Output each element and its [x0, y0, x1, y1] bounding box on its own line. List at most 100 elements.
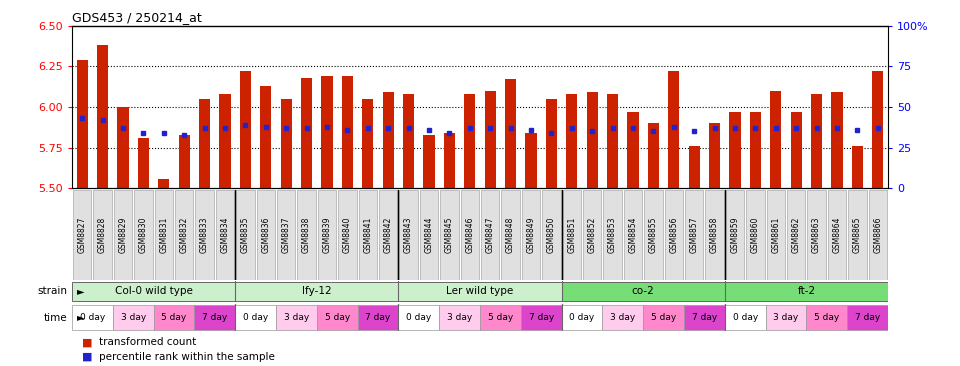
- Text: 0 day: 0 day: [406, 313, 431, 322]
- Bar: [423, 135, 435, 188]
- FancyBboxPatch shape: [113, 305, 154, 330]
- Bar: [97, 45, 108, 188]
- Text: 7 day: 7 day: [692, 313, 717, 322]
- FancyBboxPatch shape: [562, 281, 725, 301]
- Text: GDS453 / 250214_at: GDS453 / 250214_at: [72, 11, 202, 24]
- Text: GSM8828: GSM8828: [98, 217, 108, 253]
- Bar: [648, 123, 659, 188]
- Text: 7 day: 7 day: [366, 313, 391, 322]
- Bar: [362, 99, 373, 188]
- Text: GSM8837: GSM8837: [281, 217, 291, 253]
- FancyBboxPatch shape: [318, 190, 336, 280]
- FancyBboxPatch shape: [521, 305, 562, 330]
- Text: transformed count: transformed count: [99, 337, 196, 347]
- Text: GSM8841: GSM8841: [363, 217, 372, 253]
- Text: 3 day: 3 day: [447, 313, 472, 322]
- Text: GSM8829: GSM8829: [118, 217, 128, 253]
- Bar: [688, 146, 700, 188]
- FancyBboxPatch shape: [277, 190, 296, 280]
- Text: 5 day: 5 day: [324, 313, 349, 322]
- FancyBboxPatch shape: [624, 190, 642, 280]
- FancyBboxPatch shape: [644, 190, 662, 280]
- Text: GSM8833: GSM8833: [200, 217, 209, 253]
- Bar: [811, 94, 822, 188]
- Bar: [525, 133, 537, 188]
- FancyBboxPatch shape: [461, 190, 479, 280]
- FancyBboxPatch shape: [806, 305, 848, 330]
- FancyBboxPatch shape: [563, 190, 581, 280]
- Bar: [240, 71, 251, 188]
- FancyBboxPatch shape: [706, 190, 724, 280]
- FancyBboxPatch shape: [216, 190, 234, 280]
- Text: GSM8861: GSM8861: [771, 217, 780, 253]
- Text: 0 day: 0 day: [243, 313, 268, 322]
- Text: GSM8838: GSM8838: [302, 217, 311, 253]
- FancyBboxPatch shape: [604, 190, 622, 280]
- Bar: [852, 146, 863, 188]
- Text: GSM8839: GSM8839: [323, 217, 331, 253]
- Bar: [138, 138, 149, 188]
- FancyBboxPatch shape: [134, 190, 153, 280]
- Text: GSM8863: GSM8863: [812, 217, 821, 253]
- Text: GSM8845: GSM8845: [444, 217, 454, 253]
- FancyBboxPatch shape: [73, 190, 91, 280]
- Bar: [873, 71, 883, 188]
- FancyBboxPatch shape: [480, 305, 521, 330]
- Text: GSM8844: GSM8844: [424, 217, 434, 253]
- Text: percentile rank within the sample: percentile rank within the sample: [99, 352, 275, 362]
- Text: GSM8842: GSM8842: [384, 217, 393, 253]
- Bar: [628, 112, 638, 188]
- FancyBboxPatch shape: [236, 190, 254, 280]
- Text: GSM8857: GSM8857: [689, 217, 699, 253]
- Text: 7 day: 7 day: [203, 313, 228, 322]
- Text: ft-2: ft-2: [798, 286, 815, 296]
- Bar: [158, 179, 169, 188]
- Text: ■: ■: [82, 352, 96, 362]
- Text: 5 day: 5 day: [161, 313, 186, 322]
- FancyBboxPatch shape: [114, 190, 132, 280]
- FancyBboxPatch shape: [256, 190, 275, 280]
- FancyBboxPatch shape: [154, 305, 195, 330]
- Text: GSM8830: GSM8830: [139, 217, 148, 253]
- Text: ►: ►: [77, 286, 84, 296]
- FancyBboxPatch shape: [357, 305, 398, 330]
- Bar: [280, 99, 292, 188]
- Bar: [465, 94, 475, 188]
- FancyBboxPatch shape: [175, 190, 193, 280]
- FancyBboxPatch shape: [767, 190, 785, 280]
- Text: GSM8854: GSM8854: [629, 217, 637, 253]
- Text: GSM8856: GSM8856: [669, 217, 679, 253]
- Bar: [668, 71, 680, 188]
- Bar: [730, 112, 740, 188]
- Text: GSM8860: GSM8860: [751, 217, 760, 253]
- Text: 0 day: 0 day: [569, 313, 594, 322]
- FancyBboxPatch shape: [664, 190, 683, 280]
- Bar: [485, 91, 495, 188]
- Bar: [220, 94, 230, 188]
- Text: lfy-12: lfy-12: [302, 286, 331, 296]
- FancyBboxPatch shape: [398, 305, 440, 330]
- Text: 3 day: 3 day: [284, 313, 309, 322]
- Text: co-2: co-2: [632, 286, 655, 296]
- Bar: [791, 112, 802, 188]
- Text: GSM8832: GSM8832: [180, 217, 189, 253]
- Text: GSM8834: GSM8834: [221, 217, 229, 253]
- FancyBboxPatch shape: [420, 190, 438, 280]
- Bar: [383, 92, 394, 188]
- Text: GSM8831: GSM8831: [159, 217, 168, 253]
- Text: GSM8851: GSM8851: [567, 217, 576, 253]
- FancyBboxPatch shape: [684, 305, 725, 330]
- FancyBboxPatch shape: [522, 190, 540, 280]
- Text: strain: strain: [37, 286, 67, 296]
- Text: GSM8855: GSM8855: [649, 217, 658, 253]
- Text: 3 day: 3 day: [121, 313, 146, 322]
- Bar: [750, 112, 761, 188]
- Text: 3 day: 3 day: [774, 313, 799, 322]
- FancyBboxPatch shape: [72, 281, 235, 301]
- Text: 3 day: 3 day: [611, 313, 636, 322]
- Text: GSM8850: GSM8850: [547, 217, 556, 253]
- Text: GSM8859: GSM8859: [731, 217, 739, 253]
- Bar: [607, 94, 618, 188]
- Text: ■: ■: [82, 337, 96, 347]
- FancyBboxPatch shape: [643, 305, 684, 330]
